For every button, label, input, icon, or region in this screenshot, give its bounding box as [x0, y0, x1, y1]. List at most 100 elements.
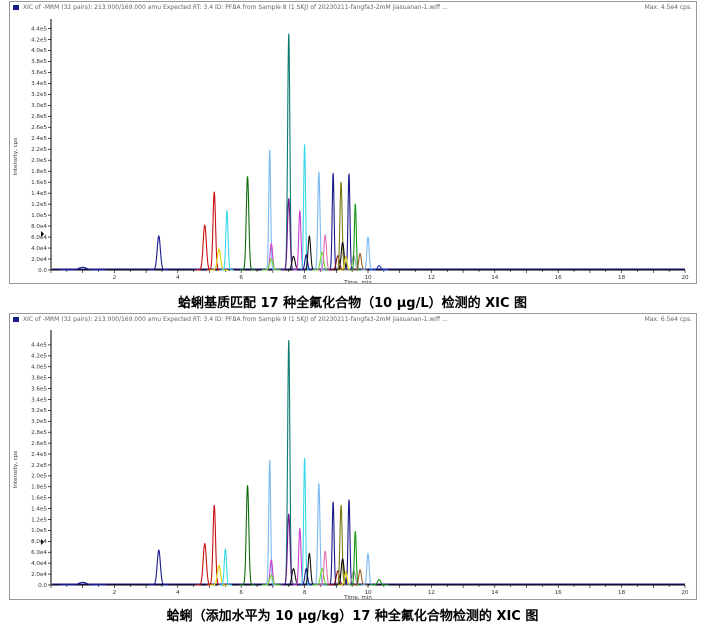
y-tick-label: 2.8e5	[31, 114, 47, 120]
figure-caption-2: 蛤蜊（添加水平为 10 μg/kg）17 种全氟化合物检测的 XIC 图	[166, 609, 539, 624]
y-tick-label: 2.0e5	[31, 158, 47, 164]
y-tick-label: 1.6e5	[31, 495, 47, 501]
x-tick-label: 16	[555, 590, 563, 596]
y-tick-label: 0.0	[38, 583, 47, 589]
x-tick-label: 4	[176, 275, 180, 281]
x-tick-label: 12	[428, 275, 435, 281]
peak-trace	[342, 173, 356, 271]
y-tick-label: 3.0e5	[31, 419, 47, 425]
y-tick-label: 6.0e4	[31, 235, 47, 241]
y-tick-label: 2.2e5	[31, 463, 47, 469]
peak-trace	[148, 549, 169, 586]
y-tick-label: 2.4e5	[31, 452, 47, 458]
series-marker-icon	[13, 317, 19, 322]
peak-trace	[352, 569, 369, 586]
header-text: XIC of -MRM (32 pairs): 213.000/169.000 …	[23, 4, 448, 11]
chromatogram-panel-1: XIC of -MRM (32 pairs): 213.000/169.000 …	[9, 1, 697, 284]
peak-trace	[360, 552, 376, 586]
y-tick-label: 4.0e5	[31, 48, 47, 54]
peak-trace	[298, 254, 315, 271]
y-tick-label: 3.6e5	[31, 70, 47, 76]
y-tick-label: 3.4e5	[31, 397, 47, 403]
y-tick-label: 1.0e5	[31, 213, 47, 219]
peak-trace	[261, 258, 282, 271]
chromatogram-plot-1: 0.0 2.0e4 4.0e4 6.0e4 8.0e4 1.0e5 1.2e5 1.4e5 1.…	[13, 19, 689, 283]
x-tick-label: 20	[681, 590, 689, 596]
y-tick-label: 2.8e5	[31, 430, 47, 436]
peak-trace	[209, 248, 229, 271]
y-tick-label: 1.8e5	[31, 169, 47, 175]
x-tick-label: 6	[239, 275, 243, 281]
peak-trace	[239, 176, 256, 271]
header-text: XIC of -MRM (32 pairs): 213.000/169.000 …	[23, 316, 448, 323]
y-tick-label: 3.8e5	[31, 59, 47, 65]
peak-trace	[369, 265, 389, 271]
y-tick-label: 1.2e5	[31, 202, 47, 208]
y-tick-label: 4.0e5	[31, 365, 47, 371]
y-tick-label: 3.0e5	[31, 103, 47, 109]
peak-trace	[281, 339, 296, 586]
y-axis-label: Intensity, cps	[13, 451, 19, 489]
chromatogram-panel-2: XIC of -MRM (32 pairs): 213.000/169.000 …	[9, 313, 697, 600]
chromatogram-plot-2: 0.0 2.0e4 4.0e4 6.0e4 8.0e4 1.0e5 1.2e5 1.4e5 1.…	[13, 330, 689, 599]
peak-trace	[209, 564, 229, 586]
y-tick-label: 2.4e5	[31, 136, 47, 142]
y-tick-label: 4.4e5	[31, 26, 47, 32]
y-tick-label: 1.4e5	[31, 191, 47, 197]
x-tick-label: 8	[303, 275, 307, 281]
x-tick-label: 12	[428, 590, 435, 596]
peak-trace	[218, 548, 233, 586]
y-tick-label: 1.4e5	[31, 506, 47, 512]
x-tick-label: 8	[303, 590, 307, 596]
figure-caption-1: 蛤蜊基质匹配 17 种全氟化合物（10 μg/L）检测的 XIC 图	[177, 296, 528, 311]
peak-trace	[298, 568, 315, 586]
peak-trace	[352, 252, 369, 271]
peak-trace	[327, 172, 340, 271]
y-tick-label: 3.4e5	[31, 81, 47, 87]
peak-trace	[59, 266, 106, 271]
y-tick-label: 6.0e4	[31, 550, 47, 556]
y-tick-label: 8.0e4	[31, 224, 47, 230]
x-tick-label: 16	[555, 275, 563, 281]
y-tick-label: 4.2e5	[31, 37, 47, 43]
axis-marker	[41, 231, 44, 237]
axis-marker	[41, 539, 44, 545]
y-tick-label: 4.4e5	[31, 343, 47, 349]
y-tick-label: 2.0e4	[31, 257, 47, 263]
x-tick-label: 18	[618, 590, 626, 596]
panel-header: XIC of -MRM (32 pairs): 213.000/169.000 …	[10, 314, 696, 325]
x-tick-label: 6	[239, 590, 243, 596]
y-tick-label: 2.2e5	[31, 147, 47, 153]
peak-trace	[261, 574, 282, 586]
y-tick-label: 1.6e5	[31, 180, 47, 186]
x-tick-label: 4	[176, 590, 180, 596]
x-tick-label: 20	[681, 275, 689, 281]
max-intensity-label: Max. 4.5e4 cps.	[644, 4, 692, 11]
peak-trace	[239, 485, 256, 586]
y-tick-label: 0.0	[38, 268, 47, 274]
y-tick-label: 2.0e5	[31, 474, 47, 480]
peak-trace	[281, 33, 296, 271]
panel-header: XIC of -MRM (32 pairs): 213.000/169.000 …	[10, 2, 696, 13]
y-tick-label: 4.0e4	[31, 246, 47, 252]
x-axis-label: Time, min	[343, 595, 372, 599]
peak-trace	[349, 530, 362, 586]
peak-trace	[219, 210, 234, 271]
peak-trace	[349, 203, 362, 271]
y-tick-label: 2.0e4	[31, 572, 47, 578]
y-tick-label: 1.8e5	[31, 485, 47, 491]
y-tick-label: 2.6e5	[31, 125, 47, 131]
peak-trace	[59, 581, 106, 586]
y-tick-label: 1.2e5	[31, 517, 47, 523]
x-tick-label: 2	[113, 590, 117, 596]
peak-trace	[360, 236, 376, 271]
x-axis-label: Time, min	[343, 280, 372, 283]
peak-trace	[369, 578, 389, 586]
peak-trace	[263, 460, 276, 586]
max-intensity-label: Max. 6.5e4 cps.	[644, 316, 692, 323]
peak-trace	[298, 144, 311, 271]
y-tick-label: 1.0e5	[31, 528, 47, 534]
x-tick-label: 14	[491, 590, 499, 596]
x-tick-label: 18	[618, 275, 626, 281]
y-tick-label: 3.8e5	[31, 375, 47, 381]
